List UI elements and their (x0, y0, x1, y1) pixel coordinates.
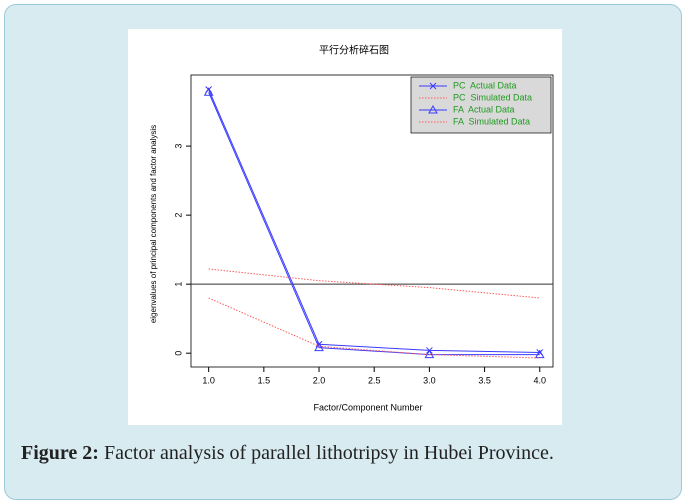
legend-label: FA Actual Data (453, 104, 515, 114)
y-axis-label: eigenvalues of principal components and … (149, 125, 158, 323)
y-tick-label: 1 (173, 282, 183, 287)
legend-label: PC Actual Data (453, 80, 517, 90)
figure-box: 平行分析碎石图 Factor/Component Number eigenval… (4, 4, 682, 500)
x-tick-label: 4.0 (533, 375, 546, 385)
plot-frame (190, 74, 554, 368)
y-tick-label: 3 (173, 144, 183, 149)
marker (203, 87, 214, 96)
caption-text: Factor analysis of parallel lithotripsy … (103, 442, 554, 464)
chart: 平行分析碎石图 Factor/Component Number eigenval… (128, 29, 562, 425)
x-tick-label: 3.0 (423, 375, 436, 385)
x-tick-label: 1.5 (258, 375, 271, 385)
series-line (208, 89, 540, 354)
legend-label: FA Simulated Data (453, 116, 530, 126)
chart-title: 平行分析碎石图 (319, 44, 389, 57)
y-tick-label: 2 (173, 213, 183, 218)
series-line (208, 268, 540, 299)
x-tick-label: 2.0 (313, 375, 326, 385)
series-line (208, 297, 540, 359)
legend-marker (428, 104, 438, 114)
y-tick-label: 0 (173, 351, 183, 356)
marker (314, 342, 324, 352)
x-tick-label: 2.5 (368, 375, 381, 385)
x-tick-label: 3.5 (478, 375, 491, 385)
legend-label: PC Simulated Data (453, 92, 532, 102)
legend-marker (429, 82, 437, 90)
marker (534, 349, 545, 359)
series-line (208, 92, 540, 356)
x-tick-label: 1.0 (202, 375, 215, 385)
caption: Figure 2: Factor analysis of parallel li… (21, 439, 669, 467)
caption-label: Figure 2: (21, 442, 99, 464)
x-axis-label: Factor/Component Number (313, 402, 422, 412)
